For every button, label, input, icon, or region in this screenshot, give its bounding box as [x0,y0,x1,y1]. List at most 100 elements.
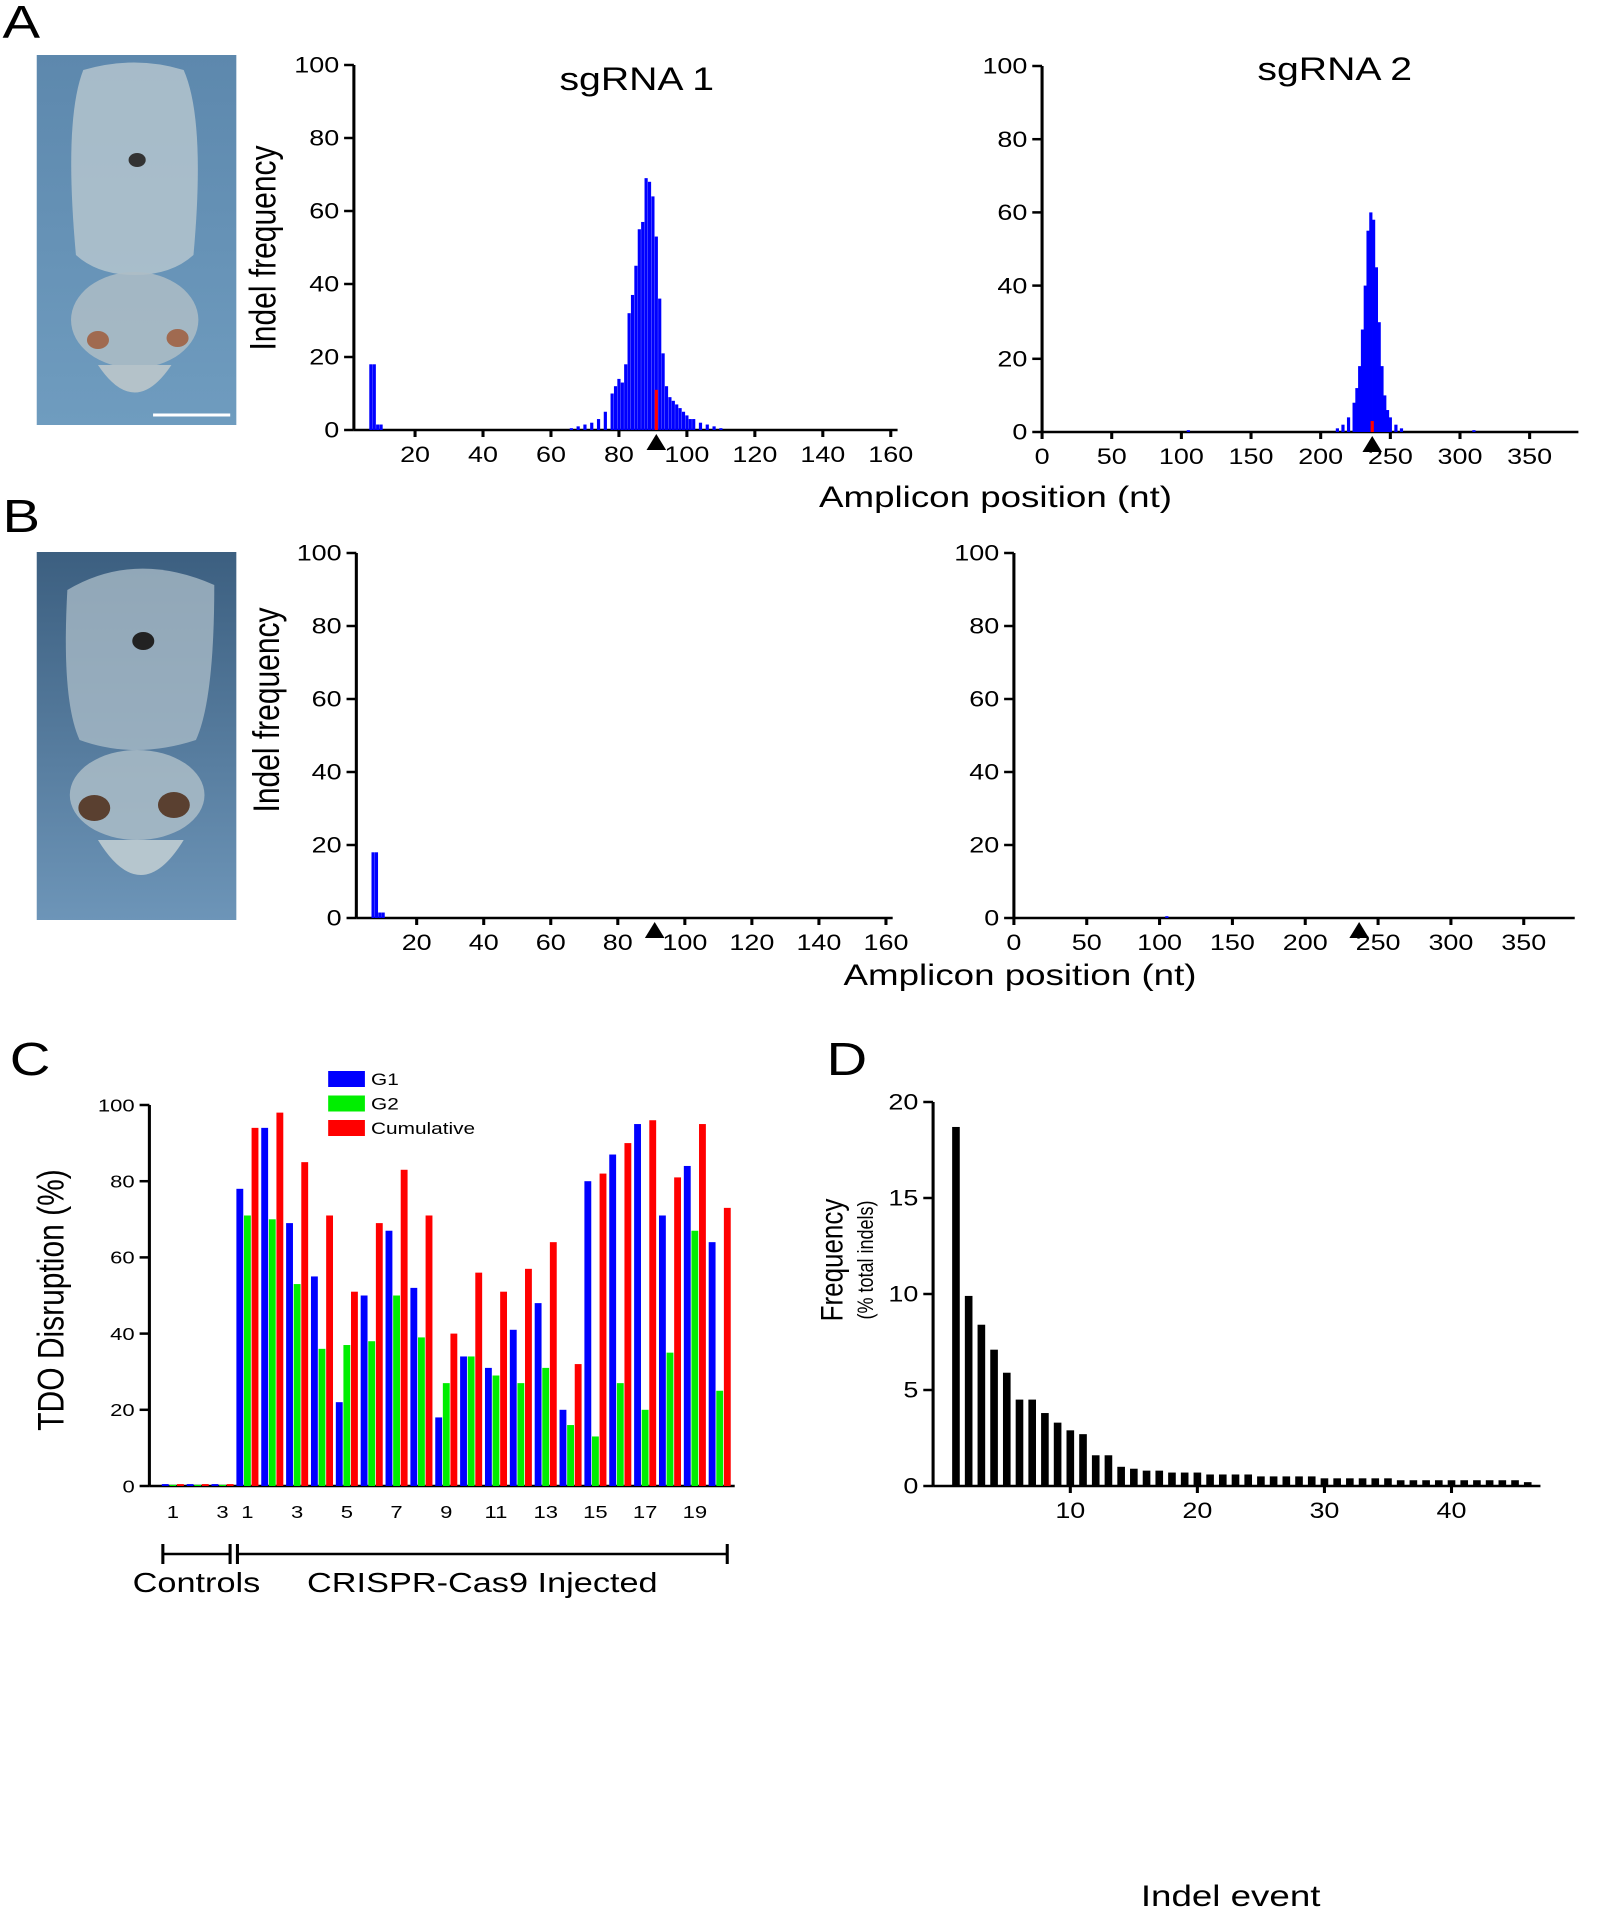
group-label: CRISPR-Cas9 Injected [307,1567,658,1598]
x-tick-label: 40 [1437,1499,1467,1523]
bar [708,1242,716,1486]
y-tick-label: 100 [297,542,342,566]
y-tick-label: 80 [110,1172,135,1192]
x-tick-label: 1 [167,1503,179,1523]
photo [36,55,237,425]
bar [326,1215,334,1486]
bar [603,411,607,430]
bar [658,1215,666,1486]
bar [460,1356,467,1486]
bar [467,1356,475,1486]
bar [624,1143,632,1486]
y-tick-label: 100 [294,54,339,78]
bar [583,424,587,430]
bar [1193,1472,1202,1486]
bar [475,1272,483,1486]
y-tick-label: 15 [888,1187,918,1211]
x-tick-label: 50 [1097,445,1127,469]
y-tick-label: 60 [969,688,999,712]
bar [627,313,631,430]
bar [692,419,696,430]
bar [661,353,665,430]
bar [1002,1372,1011,1486]
x-tick-label: 120 [729,931,774,955]
bar [194,1484,202,1486]
bar [500,1291,508,1486]
bar [1244,1474,1253,1486]
bar [492,1375,500,1486]
bar [990,1349,998,1486]
bar [641,1409,649,1486]
bar [681,411,686,430]
bar [1346,1478,1354,1486]
bar [1091,1455,1100,1486]
chart-title: sgRNA 2 [1257,51,1412,87]
x-tick-label: 60 [536,443,566,467]
bar [664,386,669,430]
bar [1372,219,1376,432]
y-tick-label: 80 [309,127,339,151]
y-tick-label: 20 [997,348,1027,372]
bar [671,400,675,430]
x-tick-label: 100 [1159,445,1204,469]
bar [268,1219,276,1486]
bar [637,229,641,430]
bar [1374,267,1379,432]
bar [574,1364,582,1486]
bar [1360,329,1365,432]
y-tick-label: 40 [110,1325,135,1345]
legend-label: Cumulative [371,1120,475,1139]
x-tick-label: 5 [341,1503,353,1523]
bar [1409,1480,1418,1486]
bar [1104,1455,1113,1486]
bar [393,1295,400,1486]
y-tick-label: 40 [997,275,1027,299]
bar [525,1268,532,1486]
bar [1335,428,1339,432]
x-tick-label: 19 [683,1503,708,1523]
bar [617,378,621,430]
bar [385,1230,393,1486]
bar [683,1165,691,1486]
x-tick-label: 140 [796,931,841,955]
x-tick-label: 13 [533,1503,558,1523]
bar [1394,424,1398,432]
bar [335,1402,343,1486]
bar [666,1352,674,1486]
bar [243,1215,251,1486]
bar [1363,285,1367,432]
y-tick-label: 0 [327,907,342,931]
bar [1333,1478,1341,1486]
x-tick-label: 150 [1229,445,1274,469]
bar [691,1230,699,1486]
bar [379,424,383,430]
bar [1079,1434,1087,1486]
bar [952,1126,960,1486]
bar [641,221,645,430]
x-tick-label: 120 [732,443,777,467]
bar [509,1329,517,1486]
bar [1472,430,1476,432]
bar [1358,366,1362,432]
y-tick-label: 20 [309,346,339,370]
bar [1341,424,1345,432]
x-tick-label: 15 [583,1503,608,1523]
bar [1053,1422,1062,1486]
x-tick-label: 350 [1501,931,1546,955]
bar [1399,428,1404,432]
bar [1346,417,1351,432]
bar [318,1348,326,1486]
bar [372,364,376,430]
legend-label: G1 [371,1071,399,1090]
bar [1434,1480,1443,1486]
bar [1460,1480,1469,1486]
photo [36,552,237,920]
bar [1369,212,1373,432]
bar [186,1484,194,1486]
bar [1511,1480,1519,1486]
bar [542,1367,550,1486]
bar [654,236,658,430]
bar [417,1337,425,1486]
x-tick-label: 300 [1438,445,1483,469]
